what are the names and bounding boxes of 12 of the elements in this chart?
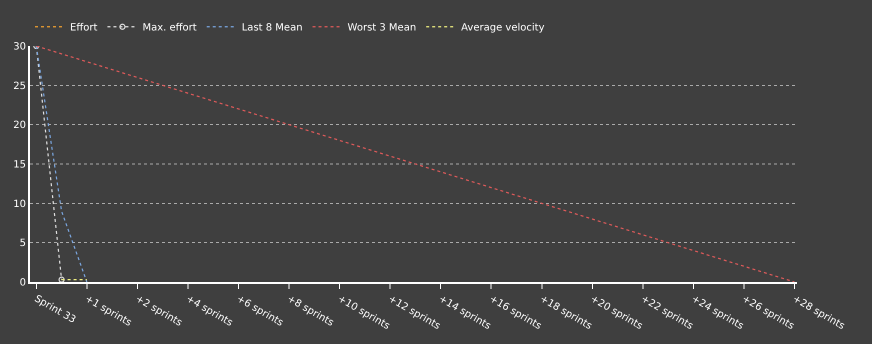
legend-label: Effort — [70, 22, 98, 34]
legend-label: Max. effort — [142, 22, 197, 34]
legend-label: Worst 3 Mean — [348, 22, 416, 34]
y-tick-label: 10 — [13, 198, 26, 210]
y-tick-label: 5 — [20, 238, 26, 250]
legend-label: Last 8 Mean — [242, 22, 303, 34]
y-tick-label: 15 — [13, 160, 26, 170]
y-tick-label: 20 — [13, 120, 26, 132]
y-tick-label: 25 — [13, 80, 26, 92]
y-tick-label: 30 — [13, 42, 26, 52]
legend-label: Average velocity — [461, 22, 545, 34]
y-tick-label: 0 — [20, 278, 26, 288]
